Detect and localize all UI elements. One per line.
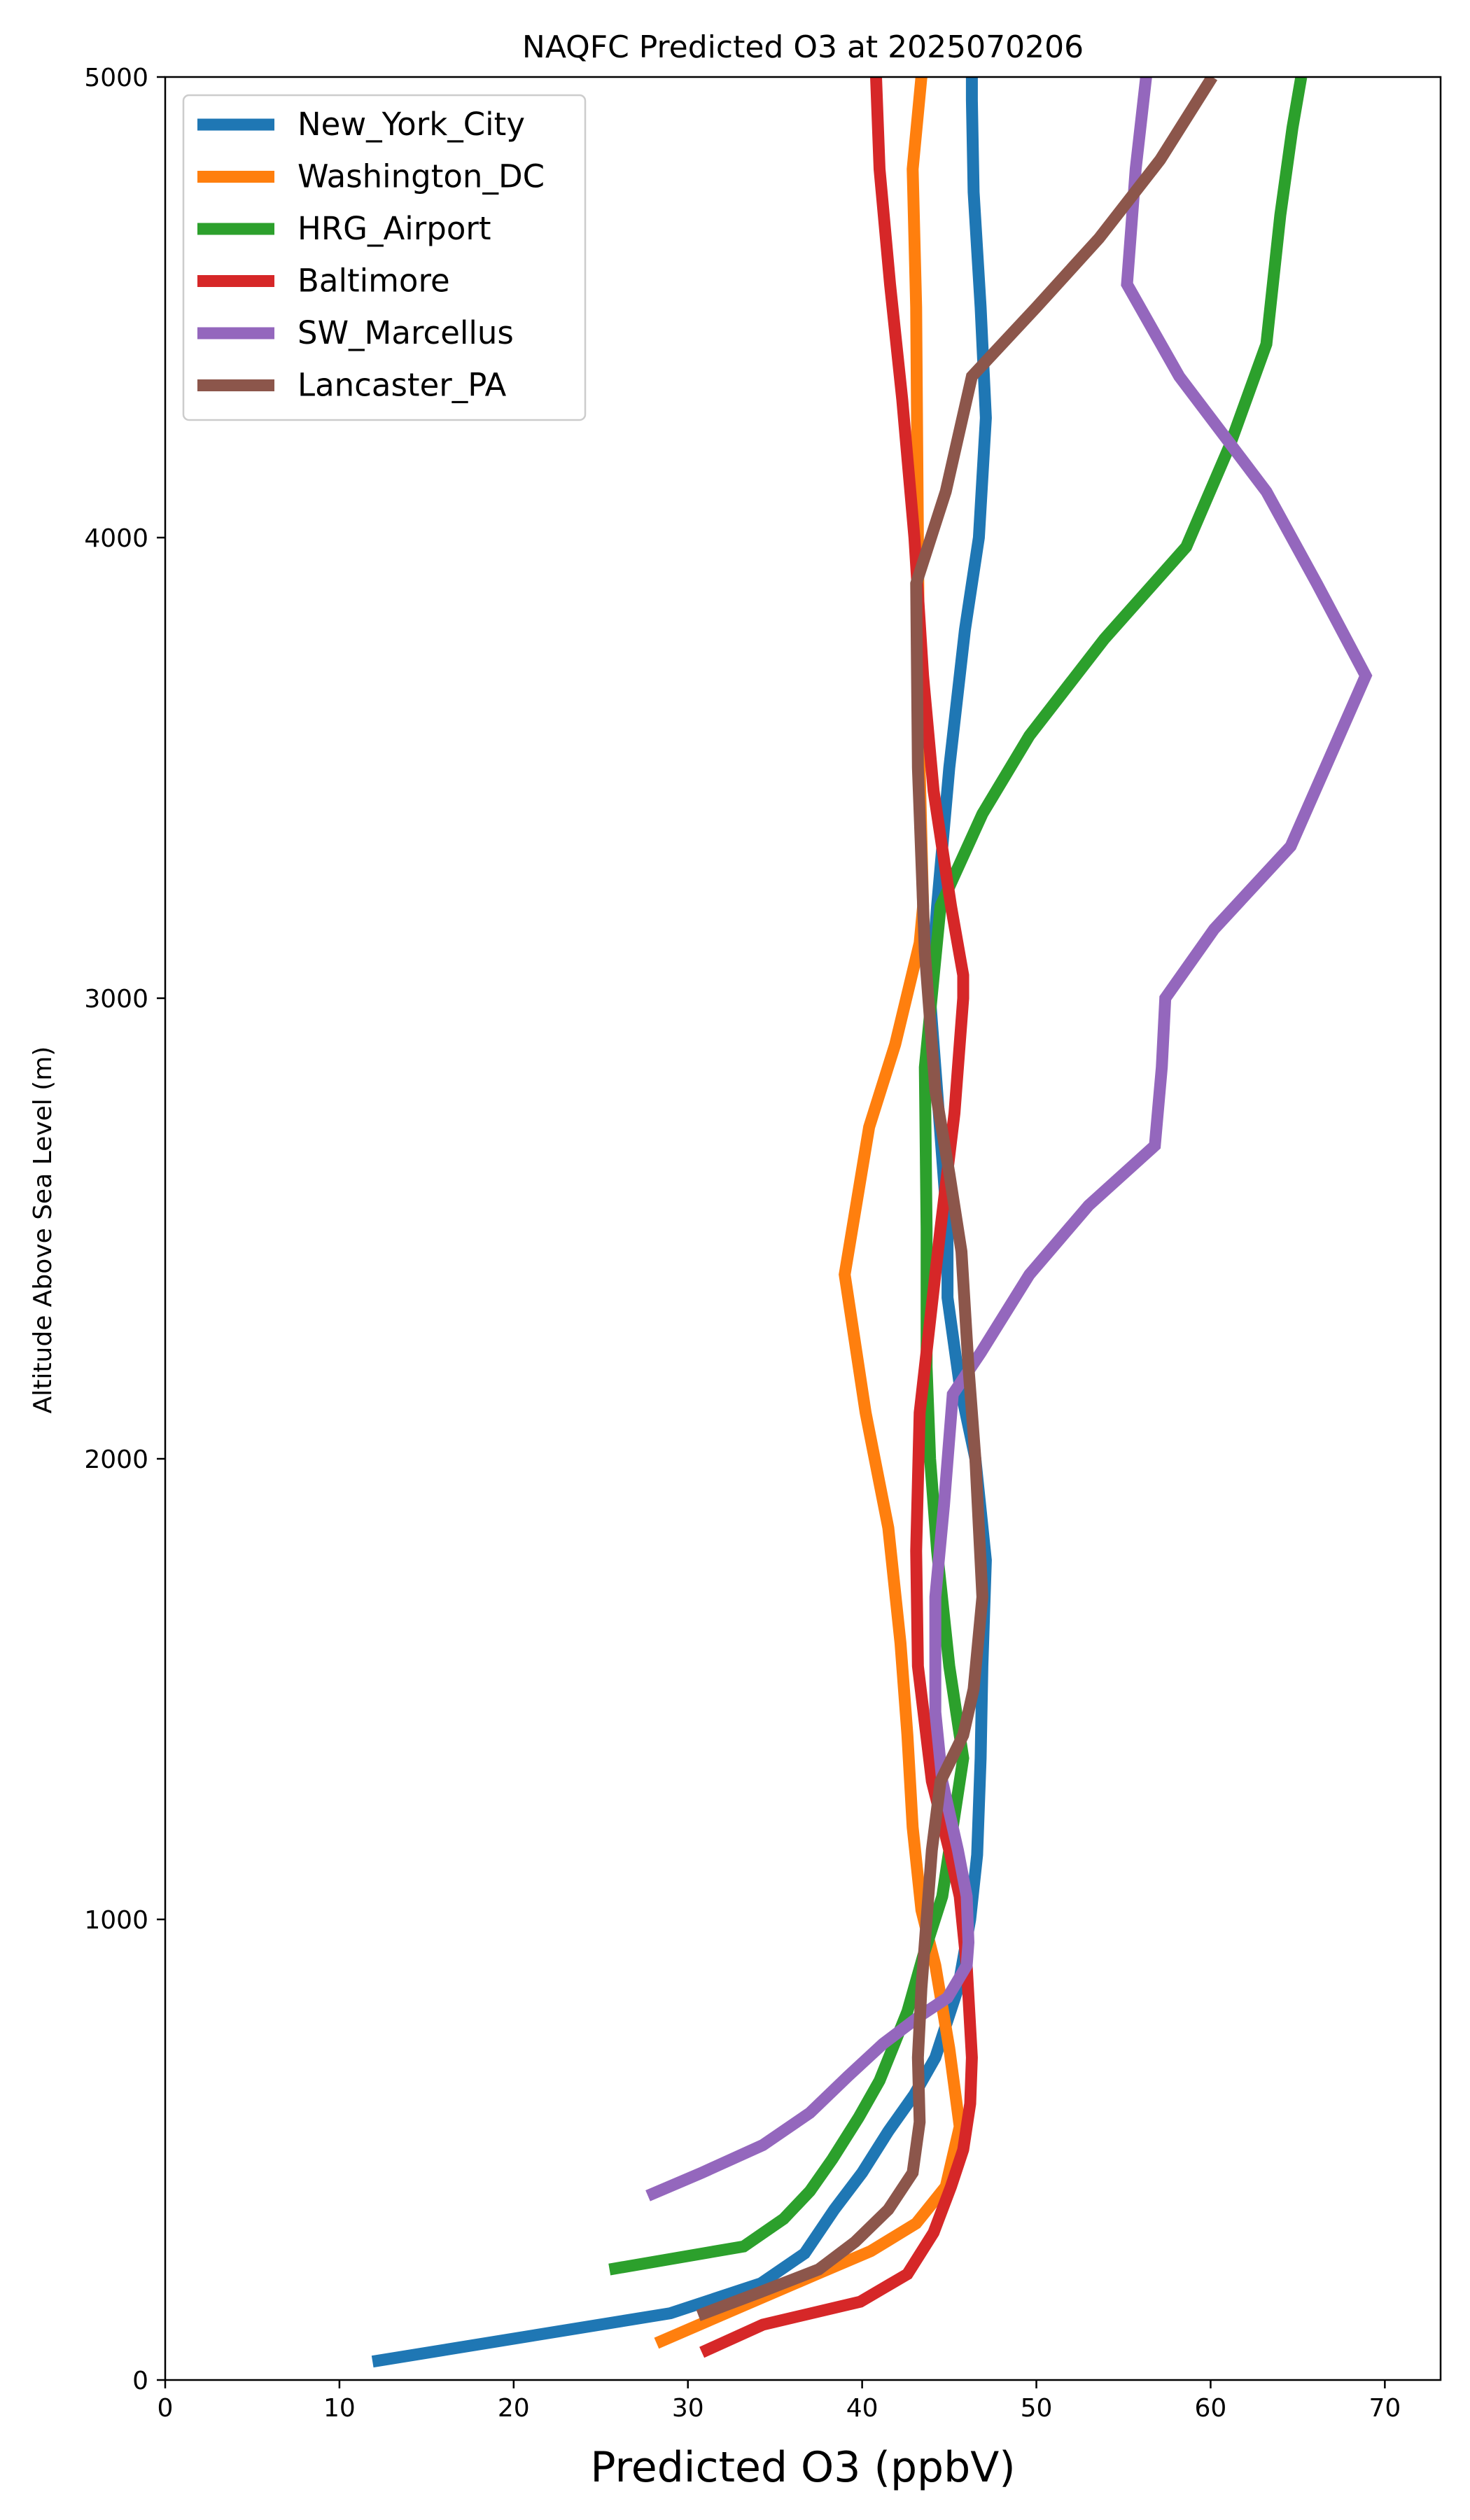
x-axis-label: Predicted O3 (ppbV) (590, 2443, 1015, 2492)
x-tick-label: 60 (1195, 2394, 1227, 2423)
series-line-HRG_Airport (608, 77, 1308, 2276)
y-tick-label: 4000 (84, 524, 148, 553)
plot-area (371, 77, 1373, 2368)
axes-frame (164, 76, 1442, 2381)
legend-label: New_York_City (298, 106, 525, 143)
x-tick-label: 30 (672, 2394, 704, 2423)
legend-label: Lancaster_PA (298, 367, 507, 404)
legend-label: Washington_DC (298, 158, 545, 195)
x-axis: 0 10 20 30 40 50 60 70 (158, 2380, 1401, 2423)
legend-box (182, 94, 587, 421)
y-tick-label: 2000 (84, 1446, 148, 1474)
y-axis: 0 1000 2000 3000 4000 5000 (84, 64, 165, 2395)
y-tick-label: 0 (132, 2367, 148, 2395)
y-tick-label: 5000 (84, 64, 148, 92)
y-axis-label: Altitude Above Sea Level (m) (29, 1046, 57, 1414)
series-line-SW_Marcellus (645, 77, 1373, 2202)
legend-label: Baltimore (298, 262, 450, 300)
y-tick-label: 1000 (84, 1906, 148, 1935)
x-tick-label: 20 (498, 2394, 530, 2423)
chart-title: NAQFC Predicted O3 at 2025070206 (522, 29, 1084, 65)
x-tick-label: 10 (323, 2394, 356, 2423)
x-tick-label: 40 (846, 2394, 878, 2423)
x-tick-label: 70 (1368, 2394, 1401, 2423)
legend-label: SW_Marcellus (298, 314, 514, 351)
legend: New_York_City Washington_DC HRG_Airport Bal… (182, 94, 587, 421)
x-tick-label: 50 (1021, 2394, 1053, 2423)
x-tick-label: 0 (158, 2394, 174, 2423)
y-tick-label: 3000 (84, 985, 148, 1014)
legend-label: HRG_Airport (298, 210, 491, 247)
series-line-Lancaster_PA (696, 77, 1218, 2321)
